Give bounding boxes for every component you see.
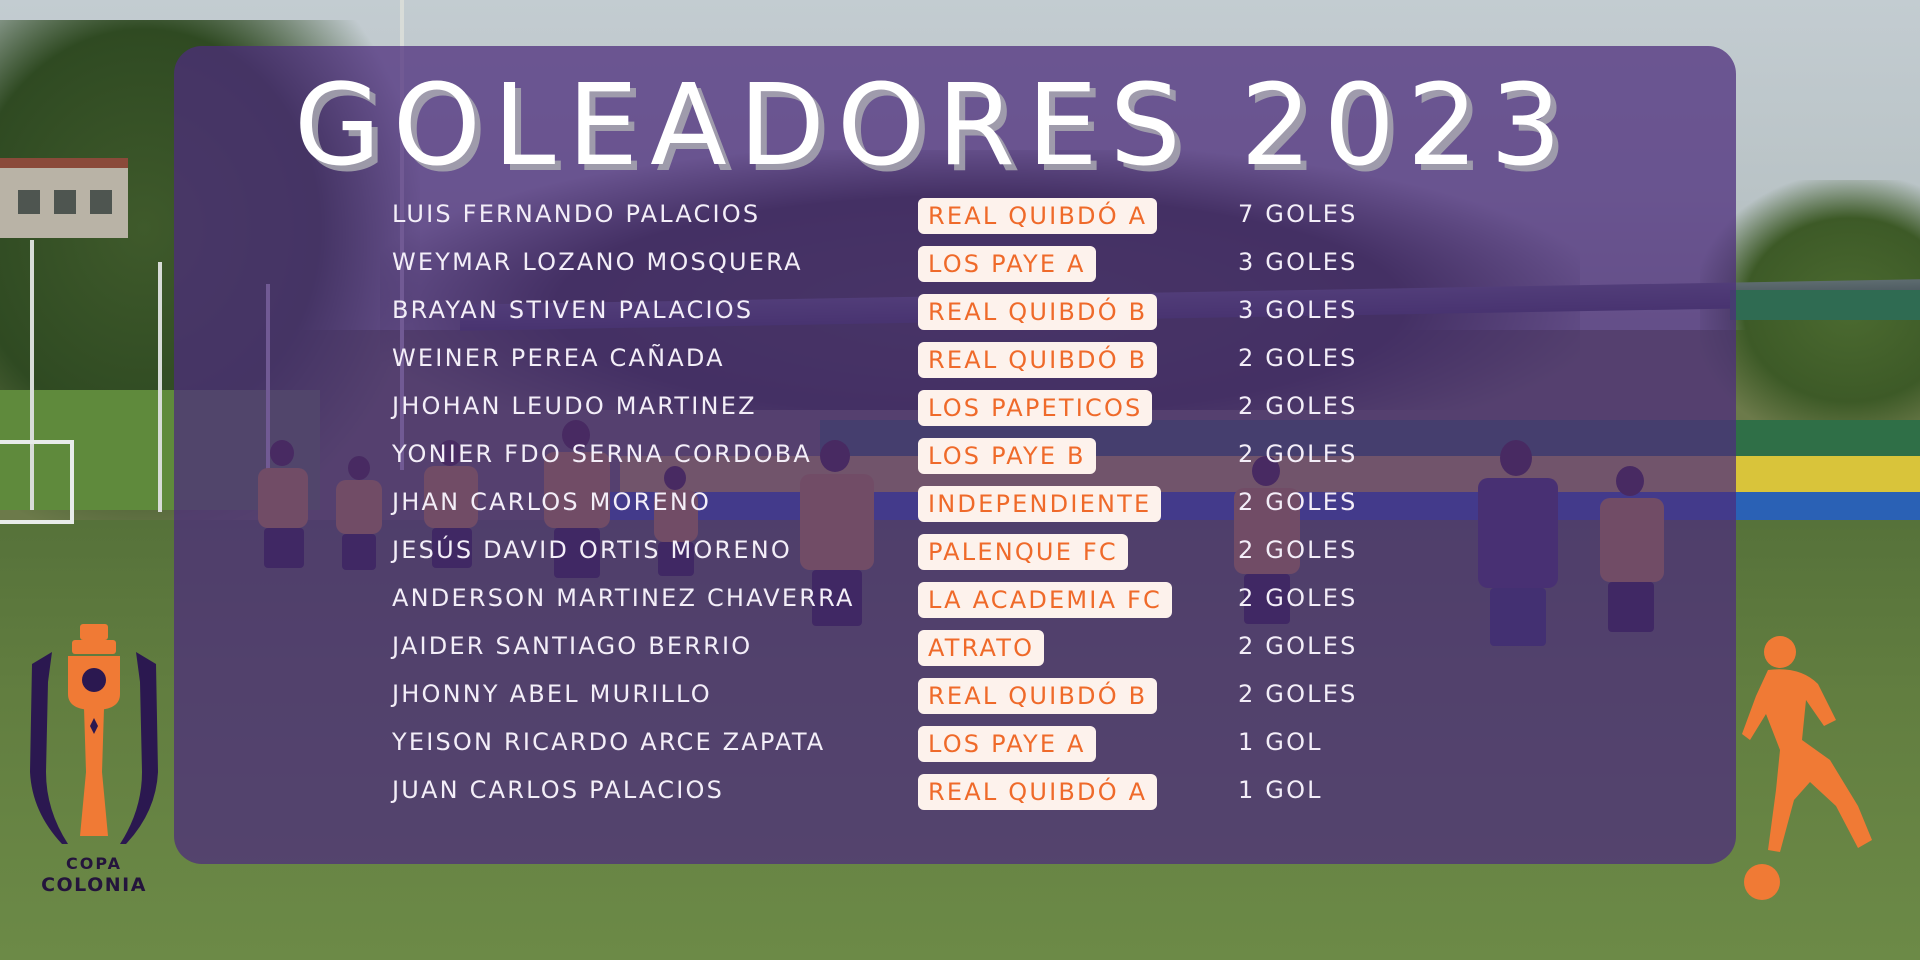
stand-roof-right xyxy=(1730,290,1920,320)
logo-line-1: COPA xyxy=(66,854,122,873)
light-pole xyxy=(30,240,34,510)
trophy-emblem-icon xyxy=(30,624,158,844)
light-pole xyxy=(158,262,162,512)
house xyxy=(0,158,128,238)
soccer-player-silhouette-icon xyxy=(1742,636,1872,900)
copa-colonia-logo: COPA COLONIA xyxy=(24,622,164,902)
page-title: GOLEADORES 2023 xyxy=(294,61,1574,191)
goal-frame xyxy=(0,440,74,524)
logo-line-2: COLONIA xyxy=(41,874,147,896)
